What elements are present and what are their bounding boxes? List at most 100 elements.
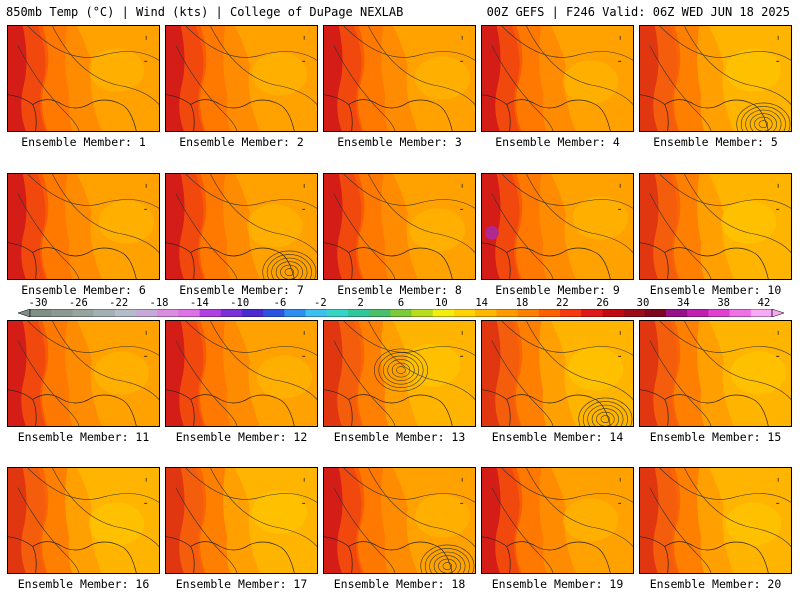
colorbar-segment [411,309,434,317]
panel-caption: Ensemble Member: 5 [653,135,778,149]
temperature-map [324,26,475,131]
temperature-map [482,174,633,279]
colorbar-segment [199,309,222,317]
colorbar-segment [263,309,285,317]
panel-caption: Ensemble Member: 6 [21,283,146,297]
panel-caption: Ensemble Member: 8 [337,283,462,297]
ensemble-map-panel [7,173,160,280]
panel-caption: Ensemble Member: 20 [649,577,782,591]
colorbar-segment [114,309,137,317]
ensemble-map-panel [639,320,792,427]
temperature-map [166,321,317,426]
ensemble-map-panel [481,320,634,427]
panel-caption: Ensemble Member: 19 [491,577,624,591]
colorbar-segment [454,309,476,317]
colorbar-segment [517,309,540,317]
temperature-map [8,468,159,573]
colorbar-tick-label: -30 [28,297,48,309]
temperature-map [324,174,475,279]
colorbar-segment [538,309,561,317]
temperature-map [324,468,475,573]
colorbar-tick-label: -18 [149,297,169,309]
ensemble-map-panel [639,173,792,280]
colorbar-tick-label: -2 [314,297,327,309]
panel-caption: Ensemble Member: 14 [491,430,624,444]
panel-caption: Ensemble Member: 12 [175,430,308,444]
colorbar-segment [220,309,243,317]
temperature-map [324,321,475,426]
colorbar-segment [157,309,179,317]
colorbar-segment [390,309,412,317]
panel-caption: Ensemble Member: 10 [649,283,782,297]
ensemble-map-panel [639,467,792,574]
colorbar-segment [348,309,370,317]
colorbar-segment [581,309,603,317]
colorbar-segment [305,309,328,317]
colorbar-segment [326,309,349,317]
temperature-map [640,321,791,426]
colorbar-tick-label: 18 [515,297,529,309]
panel-caption: Ensemble Member: 15 [649,430,782,444]
colorbar-segment [560,309,582,317]
colorbar-tick-label: 38 [717,297,730,309]
temperature-map [8,174,159,279]
colorbar-tick-label: -22 [109,297,129,309]
temperature-map [8,321,159,426]
ensemble-map-panel [7,320,160,427]
colorbar-segment [51,309,73,317]
temperature-map [166,174,317,279]
colorbar-tick-label: 6 [397,297,405,309]
ensemble-map-panel [481,467,634,574]
panel-caption: Ensemble Member: 13 [333,430,466,444]
ensemble-map-panel [7,467,160,574]
colorbar-tick-label: -26 [68,297,88,309]
ensemble-map-panel [165,25,318,132]
panel-caption: Ensemble Member: 1 [21,135,146,149]
colorbar-segment [475,309,497,317]
temperature-colorbar [18,309,784,317]
panel-caption: Ensemble Member: 16 [17,577,150,591]
ensemble-map-panel [323,320,476,427]
ensemble-map-panel [165,173,318,280]
panel-caption: Ensemble Member: 3 [337,135,462,149]
colorbar-tick-label: 42 [757,297,771,309]
ensemble-map-panel [481,25,634,132]
panel-caption: Ensemble Member: 11 [17,430,150,444]
colorbar-segment [708,309,730,317]
temperature-map [640,468,791,573]
ensemble-map-panel [639,25,792,132]
colorbar-tick-label: 30 [636,297,650,309]
colorbar-segment [242,309,264,317]
colorbar-segment [644,309,667,317]
chart-title: 850mb Temp (°C) | Wind (kts) | College o… [6,5,404,19]
colorbar-left-arrow [18,309,31,317]
panel-caption: Ensemble Member: 9 [495,283,620,297]
run-valid-time: 00Z GEFS | F246 Valid: 06Z WED JUN 18 20… [486,5,790,19]
temperature-map [640,174,791,279]
colorbar-right-arrow [771,309,784,317]
panel-caption: Ensemble Member: 17 [175,577,308,591]
temperature-map [8,26,159,131]
colorbar-tick-label: -14 [189,297,209,309]
colorbar-segment [136,309,158,317]
colorbar-segment [369,309,391,317]
colorbar-tick-label: 22 [556,297,569,309]
colorbar-segment [602,309,624,317]
colorbar-tick-label: -6 [273,297,287,309]
colorbar-tick-label: 34 [677,297,690,309]
colorbar-tick-label: 26 [596,297,609,309]
colorbar-segment [284,309,306,317]
colorbar-segment [623,309,646,317]
colorbar-segment [496,309,518,317]
ensemble-map-panel [165,467,318,574]
temperature-map [482,26,633,131]
colorbar-labels: -30 -26 -22 -18 -14 -10 -6 -2 2 6 10 14 18 22 26 30 34 38… [18,297,784,309]
ensemble-map-panel [323,173,476,280]
ensemble-map-panel [323,467,476,574]
colorbar-tick-label: 2 [357,297,364,309]
colorbar-tick-label: 10 [435,297,448,309]
colorbar-segment [93,309,116,317]
temperature-map [166,468,317,573]
panel-caption: Ensemble Member: 2 [179,135,304,149]
colorbar-segment [687,309,709,317]
